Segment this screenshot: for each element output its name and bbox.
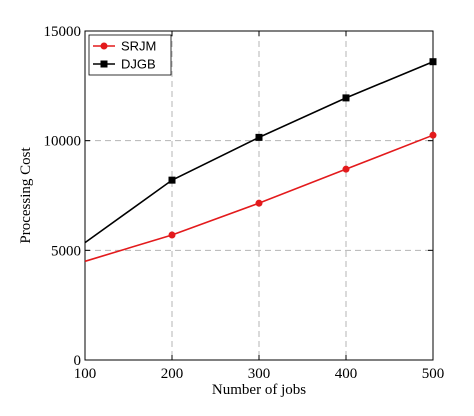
point-djgb-500 xyxy=(429,58,437,66)
axis-ticks xyxy=(84,30,434,361)
point-djgb-200 xyxy=(168,176,176,184)
y-tick-label-15000: 15000 xyxy=(44,24,82,40)
legend-box xyxy=(88,34,172,76)
legend-items: SRJM DJGB xyxy=(93,39,156,72)
y-tick-label-0: 0 xyxy=(74,353,82,369)
x-tick-label-100: 100 xyxy=(74,366,97,382)
point-srjm-500 xyxy=(429,131,437,139)
grid-lines xyxy=(85,31,433,360)
x-tick-label-500: 500 xyxy=(422,366,445,382)
legend-label-djgb: DJGB xyxy=(121,57,156,72)
point-srjm-400 xyxy=(342,165,350,173)
y-tick-label-10000: 10000 xyxy=(44,134,82,150)
legend-label-srjm: SRJM xyxy=(121,39,156,54)
y-axis-title: Processing Cost xyxy=(18,147,34,244)
x-tick-label-300: 300 xyxy=(248,366,271,382)
series-djgb xyxy=(84,58,437,244)
point-djgb-300 xyxy=(255,133,263,141)
point-srjm-300 xyxy=(255,199,263,207)
legend-marker-srjm xyxy=(100,42,108,50)
y-tick-label-5000: 5000 xyxy=(51,243,81,259)
point-djgb-400 xyxy=(342,94,350,102)
legend: SRJM DJGB xyxy=(88,34,172,76)
x-tick-label-200: 200 xyxy=(161,366,184,382)
point-srjm-200 xyxy=(168,231,176,239)
x-tick-label-400: 400 xyxy=(335,366,358,382)
x-axis-title: Number of jobs xyxy=(212,382,306,398)
series-layer xyxy=(84,58,437,263)
legend-marker-djgb xyxy=(100,60,108,68)
series-srjm xyxy=(84,131,437,263)
